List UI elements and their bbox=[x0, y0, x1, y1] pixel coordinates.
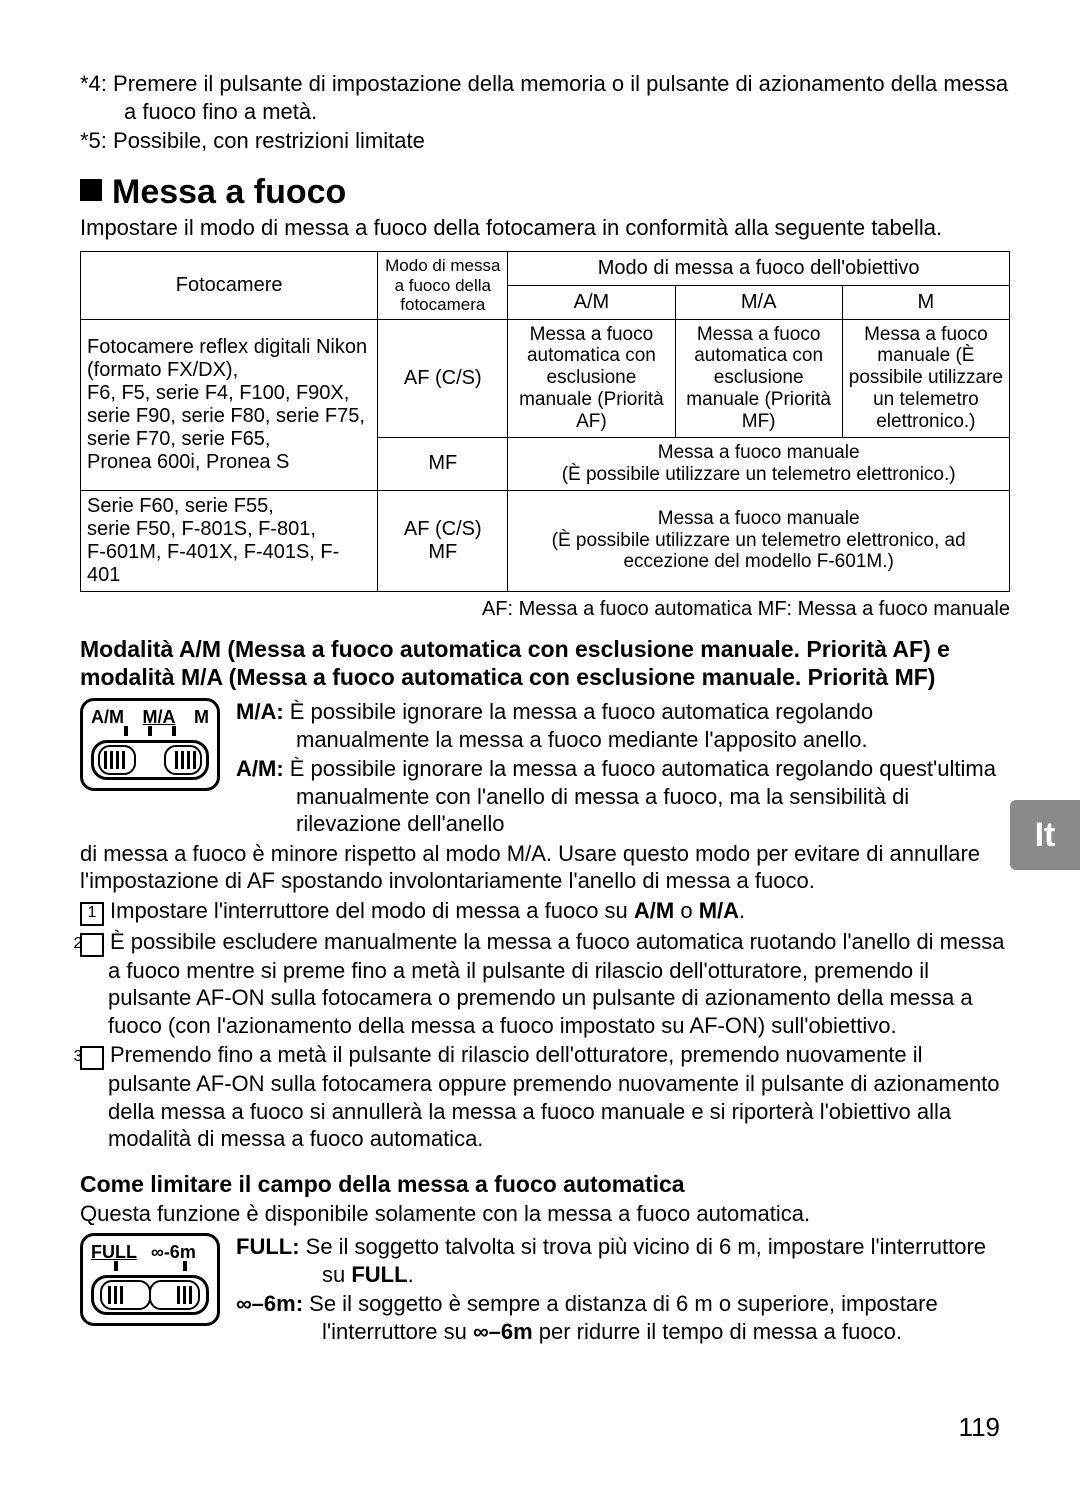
cell-mode-both: AF (C/S) MF bbox=[378, 490, 508, 591]
th-m: M bbox=[842, 285, 1009, 319]
step-3-icon: 3 bbox=[80, 1046, 104, 1070]
limit-desc: FULL: Se il soggetto talvolta si trova p… bbox=[236, 1233, 1010, 1347]
step-1-icon: 1 bbox=[80, 902, 104, 926]
cell-m: Messa a fuoco manuale (È possibile utili… bbox=[842, 319, 1009, 437]
section-title: Messa a fuoco bbox=[112, 173, 346, 211]
th-ma: M/A bbox=[675, 285, 842, 319]
cell-mode-mf: MF bbox=[378, 437, 508, 490]
mode-subhead: Modalità A/M (Messa a fuoco automatica c… bbox=[80, 635, 1010, 693]
limit-heading: Come limitare il campo della messa a fuo… bbox=[80, 1171, 1010, 1198]
focus-limit-switch-figure: FULL∞-6m bbox=[80, 1233, 220, 1326]
footnotes: *4: Premere il pulsante di impostazione … bbox=[80, 70, 1010, 155]
page-number: 119 bbox=[959, 1412, 1000, 1443]
limit-lead: Questa funzione è disponibile solamente … bbox=[80, 1200, 1010, 1228]
table-legend: AF: Messa a fuoco automatica MF: Messa a… bbox=[80, 598, 1010, 621]
cell-am: Messa a fuoco automatica con esclusione … bbox=[508, 319, 675, 437]
cell-cameras-1: Fotocamere reflex digitali Nikon (format… bbox=[81, 319, 378, 490]
footnote-5: *5: Possibile, con restrizioni limitate bbox=[80, 127, 1010, 155]
focus-table: Fotocamere Modo di messa a fuoco della f… bbox=[80, 251, 1010, 592]
cell-mode-af: AF (C/S) bbox=[378, 319, 508, 437]
th-camera-mode: Modo di messa a fuoco della fotocamera bbox=[378, 252, 508, 320]
section-heading: Messa a fuoco bbox=[80, 173, 1010, 212]
cell-span-2: Messa a fuoco manuale (È possibile utili… bbox=[508, 490, 1010, 591]
th-lens-mode: Modo di messa a fuoco dell'obiettivo bbox=[508, 252, 1010, 286]
section-lead: Impostare il modo di messa a fuoco della… bbox=[80, 214, 1010, 242]
mode-desc-cont: di messa a fuoco è minore rispetto al mo… bbox=[80, 840, 1010, 1153]
th-am: A/M bbox=[508, 285, 675, 319]
mode-desc: M/A: È possibile ignorare la messa a fuo… bbox=[236, 698, 1010, 840]
cell-ma: Messa a fuoco automatica con esclusione … bbox=[675, 319, 842, 437]
step-2-icon: 2 bbox=[80, 933, 104, 957]
th-cameras: Fotocamere bbox=[81, 252, 378, 320]
cell-cameras-2: Serie F60, serie F55, serie F50, F-801S,… bbox=[81, 490, 378, 591]
focus-mode-switch-figure: A/MM/AM bbox=[80, 698, 220, 791]
footnote-4: *4: Premere il pulsante di impostazione … bbox=[80, 70, 1010, 125]
cell-mf-span: Messa a fuoco manuale (È possibile utili… bbox=[508, 437, 1010, 490]
square-bullet-icon bbox=[80, 179, 102, 201]
language-tab: It bbox=[1010, 800, 1080, 870]
